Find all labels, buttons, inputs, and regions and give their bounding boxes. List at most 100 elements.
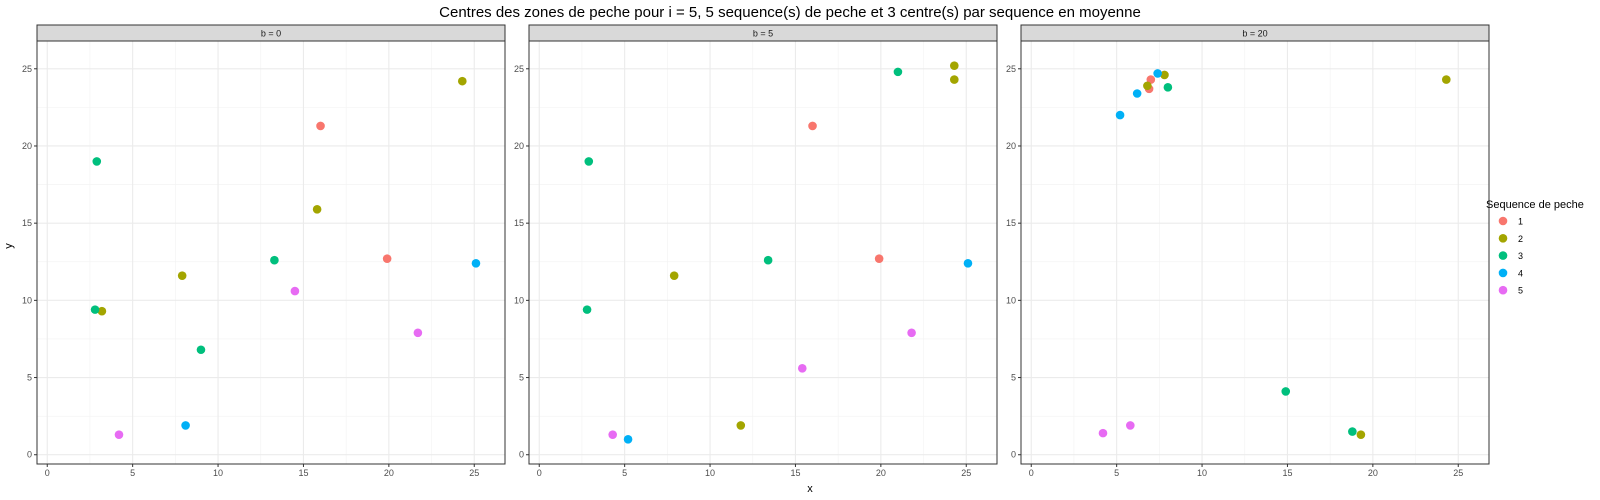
x-tick-label: 5	[622, 468, 627, 478]
facet-strip-label: b = 20	[1242, 29, 1267, 39]
panel-border	[36, 40, 506, 465]
data-point	[949, 61, 959, 71]
x-tick-label: 15	[298, 468, 308, 478]
data-point	[1115, 110, 1125, 120]
x-tick-label: 25	[1453, 468, 1463, 478]
facet-panel: b = 5 0 5 10 15 20 25 0 5 10 15 20 25	[514, 24, 998, 478]
data-point	[316, 121, 325, 131]
data-point	[270, 255, 279, 265]
data-point	[623, 434, 633, 444]
data-point	[97, 306, 107, 316]
x-tick-label: 25	[961, 468, 971, 478]
data-point	[1153, 69, 1162, 78]
x-tick-label: 20	[876, 468, 886, 478]
data-point	[797, 363, 807, 373]
y-tick-label: 0	[27, 450, 32, 460]
y-tick-label: 25	[514, 64, 524, 74]
data-point	[413, 328, 423, 338]
data-point	[290, 286, 300, 296]
facet-strip-label: b = 0	[261, 29, 281, 39]
data-point	[1356, 430, 1366, 439]
y-tick-label: 5	[27, 373, 32, 383]
data-point	[92, 157, 102, 166]
data-point	[1126, 421, 1135, 430]
y-tick-label: 15	[1006, 218, 1016, 228]
y-tick-label: 0	[519, 450, 524, 460]
x-tick-label: 20	[384, 468, 394, 478]
data-point	[312, 204, 322, 214]
x-tick-label: 10	[213, 468, 223, 478]
legend-key	[1498, 216, 1508, 226]
facet-strip-label: b = 5	[753, 29, 773, 39]
facet-panels: b = 0 0 5 10 15 20 25 0 5 10 15 20 25 b = 5 0 5 10 15 20 25…	[22, 24, 1490, 478]
legend-label: 1	[1518, 217, 1523, 227]
data-point	[893, 67, 903, 77]
panel-border	[1020, 40, 1490, 465]
data-point	[1281, 387, 1291, 396]
legend-key	[1498, 251, 1508, 260]
facet-panel: b = 20 0 5 10 15 20 25 0 5 10 15 20 25	[1006, 24, 1490, 478]
data-point	[1163, 83, 1173, 92]
y-tick-label: 5	[519, 373, 524, 383]
x-tick-label: 0	[1029, 468, 1034, 478]
legend-key	[1498, 285, 1508, 295]
data-point	[963, 259, 973, 268]
x-tick-label: 25	[469, 468, 479, 478]
data-point	[90, 305, 100, 314]
y-tick-label: 10	[22, 295, 32, 305]
x-tick-label: 15	[1282, 468, 1292, 478]
data-point	[1143, 81, 1152, 91]
y-tick-label: 0	[1011, 450, 1016, 460]
legend-label: 4	[1518, 268, 1523, 278]
legend-key	[1498, 268, 1508, 278]
data-point	[669, 271, 679, 280]
data-point	[736, 421, 746, 430]
y-tick-label: 10	[514, 295, 524, 305]
data-point	[181, 421, 190, 430]
legend-label: 3	[1518, 251, 1523, 261]
x-tick-label: 20	[1368, 468, 1378, 478]
y-tick-label: 25	[22, 64, 32, 74]
data-point	[196, 345, 206, 355]
data-point	[382, 254, 392, 263]
data-point	[608, 430, 617, 439]
panel-background	[37, 41, 505, 464]
panel-border	[528, 40, 998, 465]
data-point	[1160, 70, 1169, 80]
y-tick-label: 25	[1006, 64, 1016, 74]
data-point	[457, 76, 467, 86]
data-point	[1441, 75, 1451, 84]
data-point	[114, 430, 124, 439]
panel-background	[529, 41, 997, 464]
x-tick-label: 10	[1197, 468, 1207, 478]
y-tick-label: 15	[514, 218, 524, 228]
data-point	[1132, 89, 1142, 98]
legend-label: 5	[1518, 286, 1523, 296]
y-tick-label: 5	[1011, 373, 1016, 383]
data-point	[584, 157, 594, 166]
y-tick-label: 20	[514, 141, 524, 151]
panel-background	[1021, 41, 1489, 464]
y-tick-label: 20	[22, 141, 32, 151]
data-point	[808, 121, 817, 131]
x-axis-label: x	[807, 483, 813, 495]
legend: Sequence de peche 1 2 3 4 5	[1486, 199, 1584, 296]
data-point	[949, 75, 959, 84]
data-point	[907, 328, 916, 338]
data-point	[471, 259, 481, 268]
legend-entries: 1 2 3 4 5	[1498, 216, 1523, 296]
data-point	[1348, 427, 1357, 436]
y-tick-label: 15	[22, 218, 32, 228]
facet-panel: b = 0 0 5 10 15 20 25 0 5 10 15 20 25	[22, 24, 506, 478]
data-point	[177, 271, 187, 280]
x-tick-label: 0	[537, 468, 542, 478]
x-tick-label: 10	[705, 468, 715, 478]
chart-title: Centres des zones de peche pour i = 5, 5…	[439, 4, 1141, 21]
x-tick-label: 5	[1114, 468, 1119, 478]
y-axis-label: y	[3, 243, 15, 249]
data-point	[874, 254, 884, 263]
y-tick-label: 20	[1006, 141, 1016, 151]
legend-title: Sequence de peche	[1486, 199, 1584, 211]
legend-key	[1498, 234, 1508, 243]
